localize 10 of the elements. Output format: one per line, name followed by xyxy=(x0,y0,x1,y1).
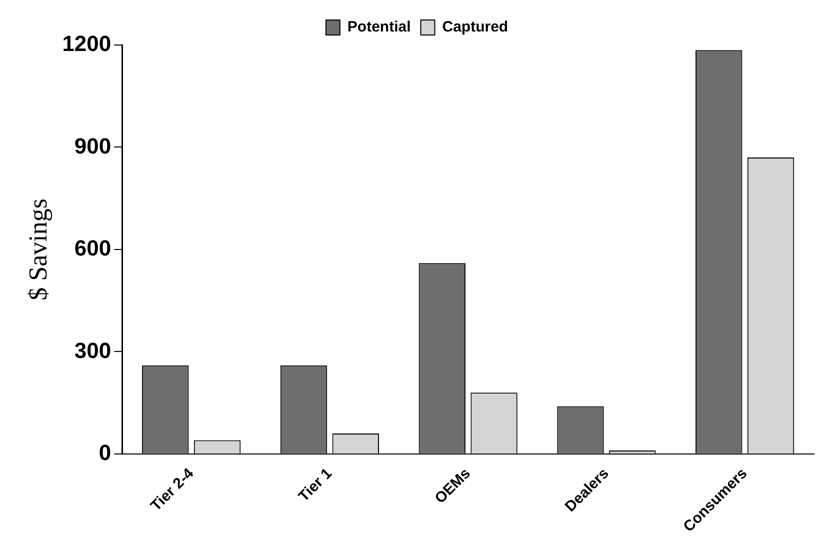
y-tick-label: 1200 xyxy=(62,31,112,56)
legend-label: Potential xyxy=(347,18,411,36)
legend-label: Captured xyxy=(442,18,508,36)
y-tick-label: 900 xyxy=(74,133,112,158)
x-tick-label: Tier 2-4 xyxy=(148,464,198,515)
x-tick-label: Tier 1 xyxy=(295,465,336,506)
y-axis-title: $ Savings xyxy=(23,198,52,300)
y-tick-label: 600 xyxy=(74,236,112,261)
y-tick-label: 300 xyxy=(74,338,112,363)
y-tick-label: 0 xyxy=(98,440,112,465)
